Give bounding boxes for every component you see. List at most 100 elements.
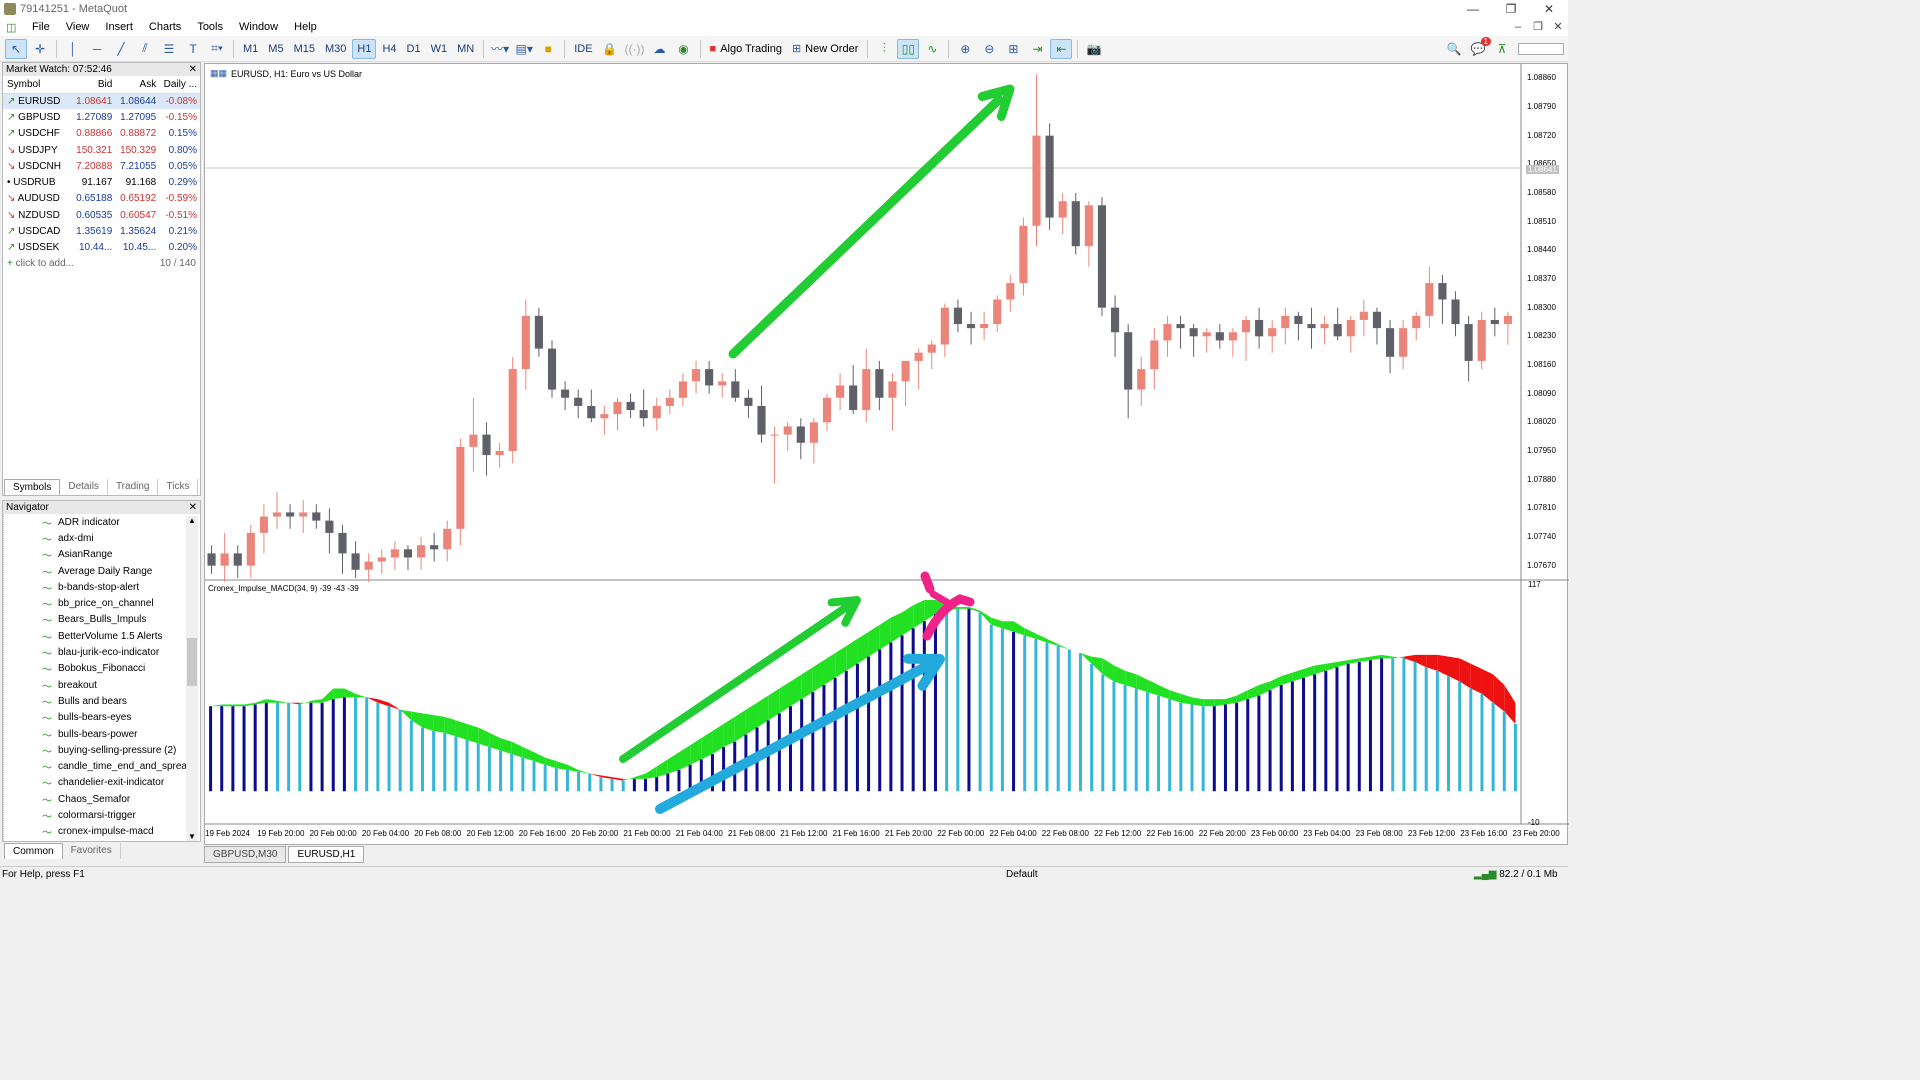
navigator-item[interactable]: 〜 adx-dmi bbox=[4, 530, 200, 546]
col-symbol[interactable]: Symbol bbox=[3, 76, 72, 94]
account-icon[interactable]: ⊼ bbox=[1497, 41, 1507, 56]
navigator-item[interactable]: 〜 Bobokus_Fibonacci bbox=[4, 661, 200, 677]
navigator-close-icon[interactable]: ✕ bbox=[188, 502, 197, 513]
navigator-item[interactable]: 〜 b-bands-stop-alert bbox=[4, 579, 200, 595]
menu-view[interactable]: View bbox=[65, 21, 90, 33]
mdi-close-icon[interactable]: ✕ bbox=[1553, 21, 1563, 33]
symbol-cell[interactable]: ↘ AUDUSD bbox=[3, 190, 72, 208]
templates-icon[interactable]: ▤▾ bbox=[515, 41, 533, 56]
tab-symbols[interactable]: Symbols bbox=[4, 479, 61, 495]
navigator-item[interactable]: 〜 Bears_Bulls_Impuls bbox=[4, 612, 200, 628]
bar-chart-icon[interactable]: ⫶ bbox=[882, 41, 886, 55]
chart-window-icon[interactable]: ◫ bbox=[6, 22, 17, 34]
navigator-item[interactable]: 〜 colormarsi-trigger bbox=[4, 807, 200, 823]
cloud-icon[interactable]: ☁ bbox=[653, 41, 666, 56]
market-watch-row[interactable]: ↗ USDCHF 0.88866 0.88872 0.15% bbox=[3, 125, 200, 143]
navigator-item[interactable]: 〜 blau-jurik-eco-indicator bbox=[4, 644, 200, 660]
tf-w1[interactable]: W1 bbox=[430, 42, 448, 55]
market-watch-row[interactable]: ↘ USDCNH 7.20888 7.21055 0.05% bbox=[3, 158, 200, 175]
fibonacci-icon[interactable]: ☰ bbox=[163, 41, 175, 56]
notifications-icon[interactable]: 💬 1 bbox=[1467, 36, 1491, 59]
tab-favorites[interactable]: Favorites bbox=[63, 843, 121, 859]
scroll-up-icon[interactable]: ▲ bbox=[188, 516, 196, 525]
market-watch-row[interactable]: ↗ EURUSD 1.08641 1.08644 -0.08% bbox=[3, 93, 200, 110]
navigator-item[interactable]: 〜 Chaos_Semafor bbox=[4, 791, 200, 807]
symbol-cell[interactable]: • USDRUB bbox=[3, 174, 72, 192]
cursor-icon[interactable]: ↖ bbox=[5, 38, 27, 59]
close-icon[interactable]: ✕ bbox=[1543, 2, 1555, 16]
tf-mn[interactable]: MN bbox=[457, 42, 475, 55]
market-watch-close-icon[interactable]: ✕ bbox=[188, 64, 197, 75]
navigator-item[interactable]: 〜 bulls-bears-eyes bbox=[4, 710, 200, 726]
zoom-in-icon[interactable]: ⊕ bbox=[960, 41, 971, 56]
col-daily[interactable]: Daily ... bbox=[159, 76, 200, 94]
scroll-down-icon[interactable]: ▼ bbox=[188, 832, 196, 841]
indicators-icon[interactable]: 〰▾ bbox=[491, 42, 510, 56]
navigator-item[interactable]: 〜 breakout bbox=[4, 677, 200, 693]
market-watch-row[interactable]: • USDRUB 91.167 91.168 0.29% bbox=[3, 174, 200, 192]
navigator-item[interactable]: 〜 AsianRange bbox=[4, 547, 200, 563]
signal-icon[interactable]: ((·)) bbox=[624, 41, 645, 56]
navigator-item[interactable]: 〜 bulls-bears-power bbox=[4, 726, 200, 742]
tf-m5[interactable]: M5 bbox=[268, 42, 284, 55]
tf-m1[interactable]: M1 bbox=[243, 42, 259, 55]
tab-common[interactable]: Common bbox=[4, 843, 63, 859]
tab-ticks[interactable]: Ticks bbox=[158, 479, 199, 495]
menu-charts[interactable]: Charts bbox=[148, 21, 182, 33]
new-order-button[interactable]: ⊞ New Order bbox=[788, 39, 862, 59]
navigator-item[interactable]: 〜 cronex-impulse-macd bbox=[4, 824, 200, 840]
navigator-item[interactable]: 〜 buying-selling-pressure (2) bbox=[4, 742, 200, 758]
menu-help[interactable]: Help bbox=[294, 21, 317, 33]
col-ask[interactable]: Ask bbox=[115, 76, 160, 94]
symbol-cell[interactable]: ↗ GBPUSD bbox=[3, 109, 72, 127]
algo-trading-button[interactable]: ■ Algo Trading bbox=[706, 39, 786, 59]
market-watch-row[interactable]: ↘ AUDUSD 0.65188 0.65192 -0.59% bbox=[3, 190, 200, 208]
line-chart-icon[interactable]: ∿ bbox=[927, 41, 938, 56]
navigator-item[interactable]: 〜 Bulls and bears bbox=[4, 693, 200, 709]
menu-tools[interactable]: Tools bbox=[197, 21, 223, 33]
navigator-scrollbar[interactable]: ▲ ▼ bbox=[186, 516, 198, 841]
tab-details[interactable]: Details bbox=[60, 479, 108, 495]
symbol-cell[interactable]: ↘ NZDUSD bbox=[3, 207, 72, 224]
tf-m15[interactable]: M15 bbox=[293, 42, 315, 55]
market-watch-row[interactable]: ↗ GBPUSD 1.27089 1.27095 -0.15% bbox=[3, 109, 200, 127]
minimize-icon[interactable]: — bbox=[1467, 2, 1479, 16]
navigator-item[interactable]: 〜 BetterVolume 1.5 Alerts bbox=[4, 628, 200, 644]
add-symbol-row[interactable]: + click to add... 10 / 140 bbox=[3, 256, 200, 271]
channel-icon[interactable]: ⫽ bbox=[142, 41, 148, 55]
vps-icon[interactable]: ◉ bbox=[678, 41, 689, 56]
tab-trading[interactable]: Trading bbox=[108, 479, 159, 495]
navigator-item[interactable]: 〜 chandelier-exit-indicator bbox=[4, 775, 200, 791]
symbol-cell[interactable]: ↗ USDCAD bbox=[3, 223, 72, 241]
search-icon[interactable]: 🔍 bbox=[1446, 41, 1462, 56]
vertical-line-icon[interactable]: │ bbox=[69, 41, 77, 56]
chart-shift-icon[interactable]: ⇤ bbox=[1050, 38, 1073, 59]
chart-window[interactable]: ▦▦ EURUSD, H1: Euro vs US Dollar Cronex_… bbox=[204, 63, 1569, 846]
restore-icon[interactable]: ❐ bbox=[1505, 2, 1517, 16]
symbol-cell[interactable]: ↘ USDCNH bbox=[3, 158, 72, 175]
symbol-cell[interactable]: ↘ USDJPY bbox=[3, 141, 72, 159]
navigator-item[interactable]: 〜 ADR indicator bbox=[4, 514, 200, 530]
navigator-item[interactable]: 〜 candle_time_end_and_spread bbox=[4, 758, 200, 774]
chart-canvas[interactable] bbox=[205, 64, 1569, 846]
col-bid[interactable]: Bid bbox=[71, 76, 116, 94]
symbol-cell[interactable]: ↗ EURUSD bbox=[3, 93, 72, 110]
trendline-icon[interactable]: ╱ bbox=[117, 41, 125, 56]
text-icon[interactable]: T bbox=[189, 41, 197, 56]
tf-d1[interactable]: D1 bbox=[406, 42, 421, 55]
chart-tab-gbpusd[interactable]: GBPUSD,M30 bbox=[204, 846, 287, 863]
tf-m30[interactable]: M30 bbox=[324, 42, 347, 55]
tile-icon[interactable]: ⊞ bbox=[1008, 41, 1019, 56]
candlestick-icon[interactable]: ▯▯ bbox=[897, 38, 920, 59]
market-icon[interactable]: ■ bbox=[544, 41, 552, 56]
crosshair-icon[interactable]: ✛ bbox=[34, 41, 46, 56]
mdi-restore-icon[interactable]: ❐ bbox=[1533, 21, 1543, 33]
scroll-thumb[interactable] bbox=[187, 638, 197, 686]
autoscroll-icon[interactable]: ⇥ bbox=[1032, 41, 1043, 56]
market-watch-row[interactable]: ↘ USDJPY 150.321 150.329 0.80% bbox=[3, 141, 200, 159]
market-watch-row[interactable]: ↘ NZDUSD 0.60535 0.60547 -0.51% bbox=[3, 207, 200, 224]
menu-window[interactable]: Window bbox=[239, 21, 279, 33]
menu-insert[interactable]: Insert bbox=[105, 21, 133, 33]
zoom-out-icon[interactable]: ⊖ bbox=[984, 41, 995, 56]
menu-file[interactable]: File bbox=[32, 21, 50, 33]
